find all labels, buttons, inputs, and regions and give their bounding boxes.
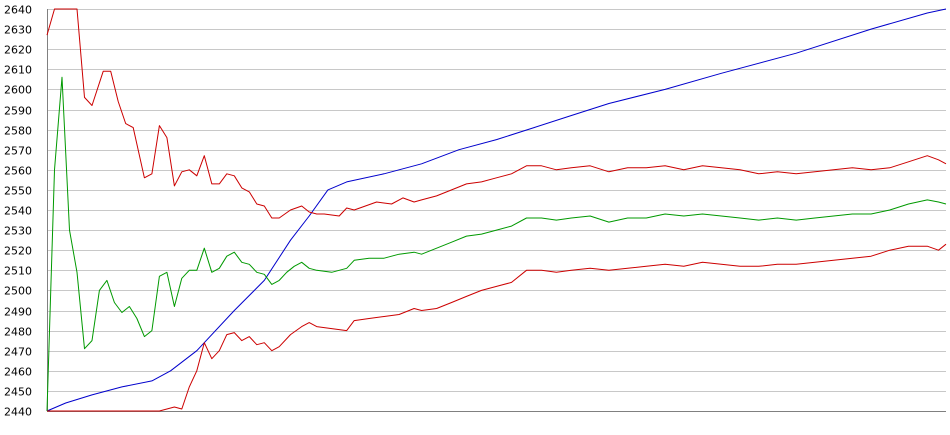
y-tick-label: 2630 xyxy=(4,24,32,37)
y-tick-label: 2610 xyxy=(4,64,32,77)
y-tick-label: 2540 xyxy=(4,205,32,218)
y-tick-label: 2460 xyxy=(4,366,32,379)
y-tick-labels: 2440 2450 2460 2470 2480 2490 2500 2510 2520 2530… xyxy=(4,4,32,419)
y-tick-label: 2470 xyxy=(4,346,32,359)
y-tick-label: 2550 xyxy=(4,185,32,198)
y-tick-label: 2480 xyxy=(4,326,32,339)
y-tick-label: 2560 xyxy=(4,165,32,178)
gridlines xyxy=(47,9,946,412)
y-tick-label: 2580 xyxy=(4,125,32,138)
y-tick-label: 2530 xyxy=(4,225,32,238)
y-tick-label: 2600 xyxy=(4,84,32,97)
y-tick-label: 2570 xyxy=(4,145,32,158)
y-tick-label: 2520 xyxy=(4,245,32,258)
y-tick-label: 2590 xyxy=(4,105,32,118)
y-tick-label: 2640 xyxy=(4,4,32,17)
axes xyxy=(47,9,946,412)
y-tick-label: 2500 xyxy=(4,285,32,298)
series-line-1 xyxy=(46,8,947,412)
y-tick-label: 2620 xyxy=(4,44,32,57)
series-line-3 xyxy=(46,76,947,412)
series-lines xyxy=(46,8,947,412)
y-tick-label: 2510 xyxy=(4,265,32,278)
y-tick-label: 2490 xyxy=(4,306,32,319)
series-line-4 xyxy=(47,243,947,412)
series-line-2 xyxy=(46,8,947,219)
y-tick-label: 2440 xyxy=(4,406,32,419)
y-tick-label: 2450 xyxy=(4,386,32,399)
